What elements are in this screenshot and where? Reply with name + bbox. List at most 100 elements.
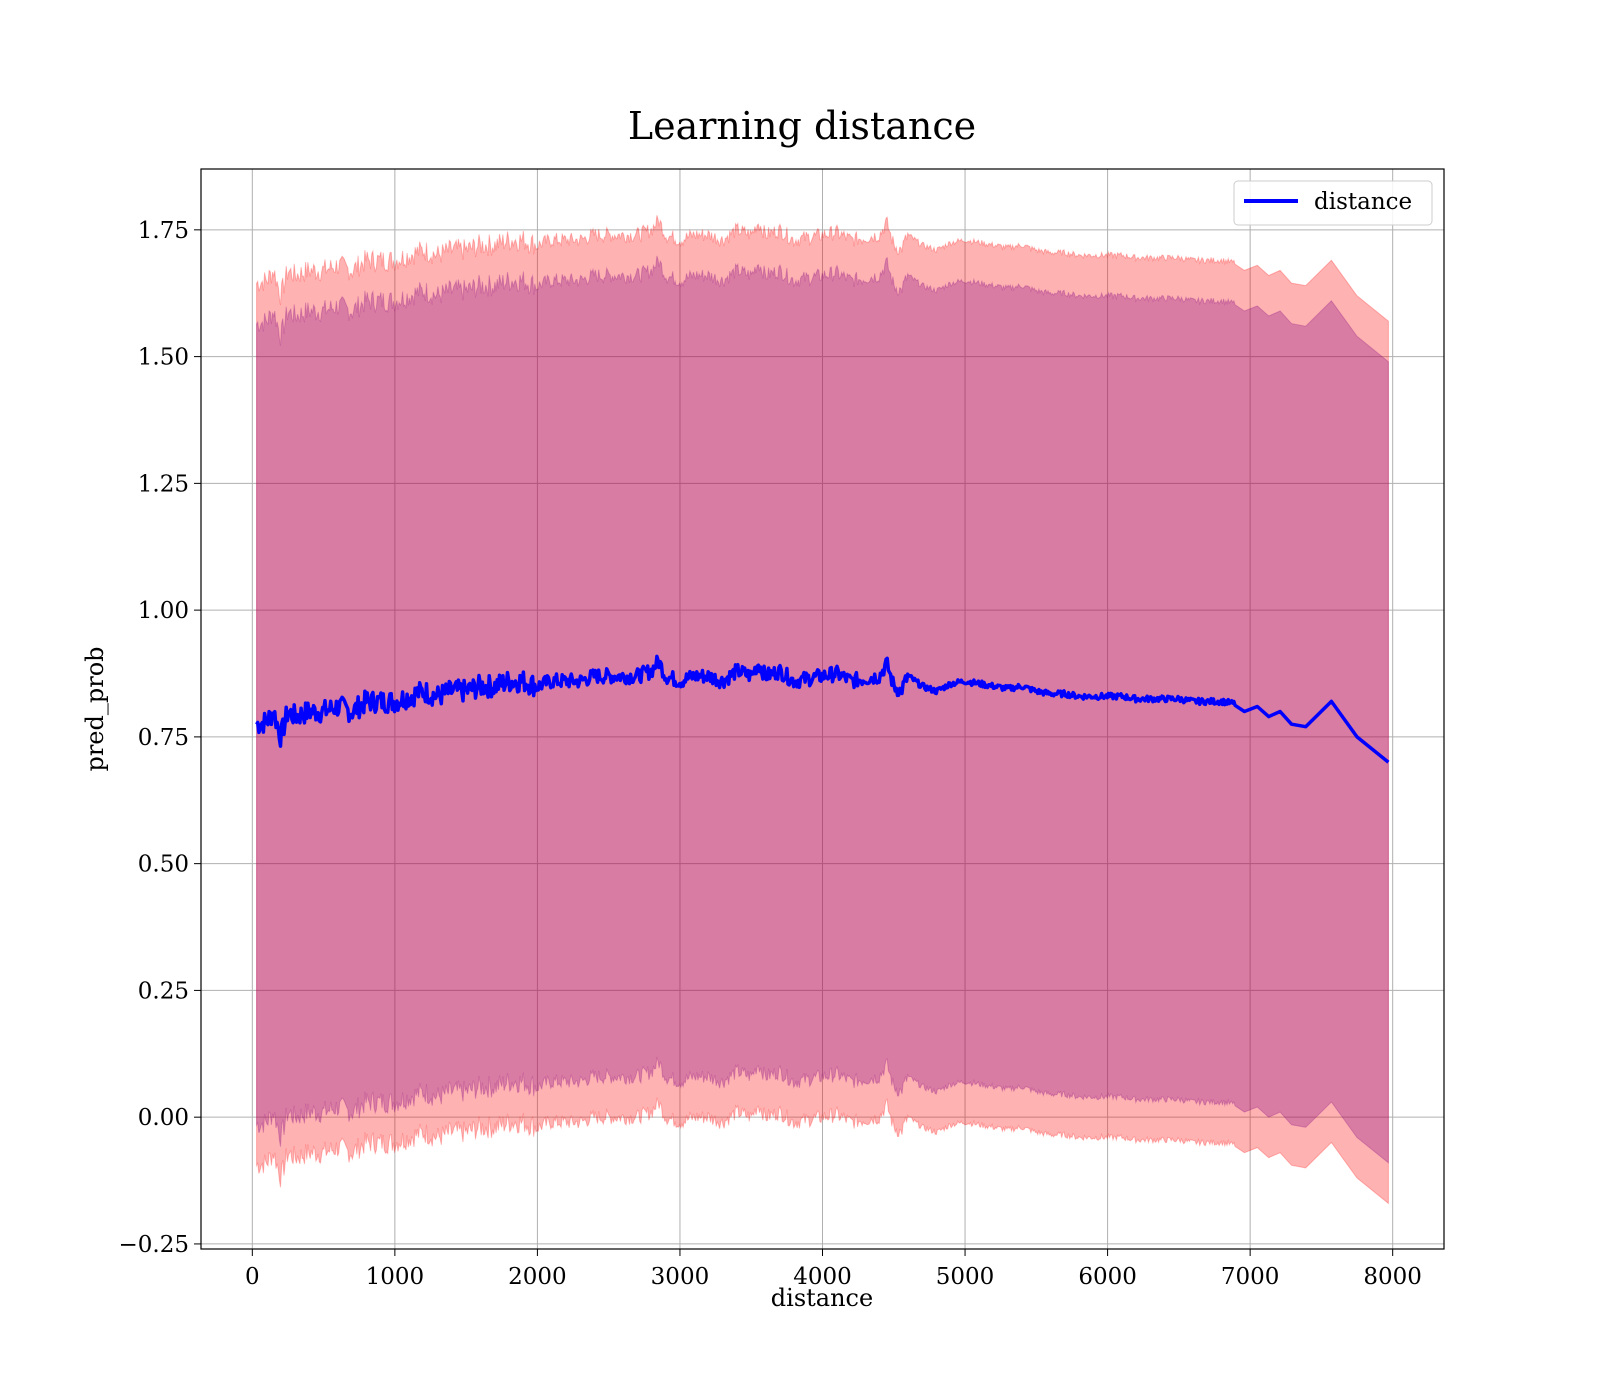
- data-point: [850, 680, 853, 683]
- data-point: [864, 677, 867, 680]
- confidence-bands: [256, 215, 1389, 1205]
- chart-title: Learning distance: [628, 104, 976, 148]
- data-point: [964, 680, 967, 683]
- y-tick-label: 1.75: [138, 218, 189, 244]
- data-point: [1267, 715, 1270, 718]
- data-point: [436, 695, 439, 698]
- data-point: [564, 680, 567, 683]
- data-point: [793, 680, 796, 683]
- data-point: [736, 670, 739, 673]
- data-point: [479, 685, 482, 688]
- data-point: [493, 685, 496, 688]
- series-lines: [255, 654, 1390, 764]
- x-tick-label: 0: [245, 1264, 260, 1290]
- data-point: [287, 710, 290, 713]
- data-point: [1290, 723, 1293, 726]
- data-point: [807, 677, 810, 680]
- band-area-1: [256, 255, 1389, 1164]
- data-point: [1063, 692, 1066, 695]
- data-point: [507, 680, 510, 683]
- data-point: [255, 723, 258, 726]
- y-axis-label: pred_prob: [81, 646, 109, 771]
- data-point: [621, 675, 624, 678]
- data-point: [322, 710, 325, 713]
- data-point: [607, 675, 610, 678]
- data-point: [1078, 695, 1081, 698]
- data-point: [1206, 700, 1209, 703]
- data-point: [878, 675, 881, 678]
- data-point: [935, 690, 938, 693]
- data-point: [949, 682, 952, 685]
- x-tick-label: 6000: [1078, 1264, 1137, 1290]
- data-point: [907, 675, 910, 678]
- data-point: [272, 710, 275, 713]
- data-point: [821, 675, 824, 678]
- y-tick-label: 1.25: [138, 471, 189, 497]
- x-tick-label: 4000: [793, 1264, 852, 1290]
- data-point: [657, 659, 660, 662]
- data-point: [1304, 725, 1307, 728]
- y-tick-label: 0.00: [138, 1105, 189, 1131]
- x-tick-label: 5000: [936, 1264, 995, 1290]
- data-point: [393, 700, 396, 703]
- data-point: [721, 680, 724, 683]
- data-point: [265, 720, 268, 723]
- x-axis-label: distance: [771, 1284, 873, 1312]
- data-point: [899, 690, 902, 693]
- data-point: [835, 672, 838, 675]
- x-tick-label: 1000: [366, 1264, 425, 1290]
- data-point: [764, 675, 767, 678]
- data-point: [778, 670, 781, 673]
- data-point: [1387, 761, 1390, 764]
- data-point: [992, 685, 995, 688]
- y-tick-label: 0.75: [138, 725, 189, 751]
- x-tick-label: 8000: [1363, 1264, 1422, 1290]
- data-point: [1106, 695, 1109, 698]
- data-point: [1035, 690, 1038, 693]
- legend-entry-distance: distance: [1314, 189, 1412, 215]
- data-point: [593, 675, 596, 678]
- data-point: [679, 680, 682, 683]
- data-point: [636, 675, 639, 678]
- data-point: [693, 675, 696, 678]
- data-point: [892, 685, 895, 688]
- y-tick-label: −0.25: [119, 1232, 189, 1258]
- y-tick-label: 0.50: [138, 852, 189, 878]
- data-point: [279, 735, 282, 738]
- legend-box: [1233, 180, 1433, 226]
- data-point: [1006, 687, 1009, 690]
- data-point: [1192, 700, 1195, 703]
- data-point: [294, 715, 297, 718]
- data-point: [1243, 710, 1246, 713]
- data-point: [1356, 735, 1359, 738]
- y-axis-ticks: −0.25 0.00 0.25 0.50 0.75 1.00 1.25 1.50 1.75: [119, 218, 201, 1258]
- data-point: [379, 700, 382, 703]
- data-point: [1135, 697, 1138, 700]
- data-point: [351, 710, 354, 713]
- data-point: [1177, 697, 1180, 700]
- data-point: [1120, 695, 1123, 698]
- data-point: [750, 675, 753, 678]
- data-point: [1220, 700, 1223, 703]
- y-tick-label: 0.25: [138, 978, 189, 1004]
- data-point: [450, 690, 453, 693]
- band-area-0: [256, 215, 1389, 1205]
- data-point: [664, 675, 667, 678]
- data-point: [650, 670, 653, 673]
- data-point: [1092, 695, 1095, 698]
- series-line-distance: [255, 654, 1390, 764]
- x-axis-ticks: 0 1000 2000 3000 4000 5000 6000 7000 8000: [245, 1249, 1422, 1290]
- data-point: [921, 685, 924, 688]
- data-point: [1256, 705, 1259, 708]
- x-tick-label: 3000: [651, 1264, 710, 1290]
- data-point: [707, 675, 710, 678]
- grid-lines: [201, 169, 1444, 1249]
- data-point: [550, 680, 553, 683]
- data-point: [422, 690, 425, 693]
- data-point: [1279, 710, 1282, 713]
- data-point: [365, 700, 368, 703]
- data-point: [1330, 700, 1333, 703]
- x-tick-label: 7000: [1221, 1264, 1280, 1290]
- data-point: [1234, 702, 1237, 705]
